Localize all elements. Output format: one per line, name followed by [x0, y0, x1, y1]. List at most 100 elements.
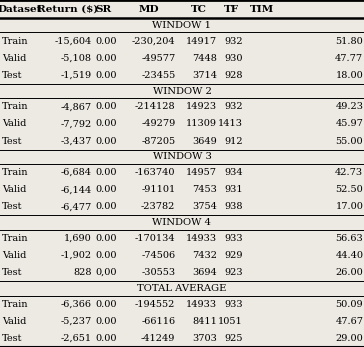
Text: -3,437: -3,437 — [60, 137, 92, 145]
Text: TF: TF — [223, 5, 239, 14]
Text: 3703: 3703 — [193, 334, 217, 343]
Text: 0.00: 0.00 — [96, 234, 117, 243]
Text: 3714: 3714 — [192, 71, 217, 80]
Text: -214128: -214128 — [135, 102, 175, 111]
Text: 0.00: 0.00 — [96, 185, 117, 194]
Text: 47.67: 47.67 — [335, 317, 363, 326]
Text: SR: SR — [96, 5, 112, 14]
Text: Valid: Valid — [2, 251, 26, 260]
Text: 931: 931 — [224, 185, 243, 194]
Text: 0.00: 0.00 — [96, 119, 117, 128]
Text: -7,792: -7,792 — [60, 119, 92, 128]
Text: 828: 828 — [73, 268, 92, 277]
Text: 50.09: 50.09 — [336, 300, 363, 309]
Text: Valid: Valid — [2, 54, 26, 63]
Text: Test: Test — [2, 202, 22, 211]
Text: -2,651: -2,651 — [60, 334, 92, 343]
Text: Train: Train — [2, 36, 28, 45]
Text: -6,684: -6,684 — [61, 168, 92, 177]
Text: 1,690: 1,690 — [64, 234, 92, 243]
Text: 14933: 14933 — [186, 300, 217, 309]
Text: -6,477: -6,477 — [60, 202, 92, 211]
Text: 7432: 7432 — [192, 251, 217, 260]
Text: 0.00: 0.00 — [96, 317, 117, 326]
Text: TIM: TIM — [250, 5, 274, 14]
Text: MD: MD — [139, 5, 159, 14]
Text: 44.40: 44.40 — [335, 251, 363, 260]
Text: 938: 938 — [224, 202, 243, 211]
Text: 912: 912 — [224, 137, 243, 145]
Text: 7453: 7453 — [193, 185, 217, 194]
Text: 45.97: 45.97 — [335, 119, 363, 128]
Text: 14933: 14933 — [186, 234, 217, 243]
Text: Valid: Valid — [2, 185, 26, 194]
Text: 14923: 14923 — [186, 102, 217, 111]
Text: -4,867: -4,867 — [60, 102, 92, 111]
Text: WINDOW 2: WINDOW 2 — [153, 86, 211, 95]
Text: -5,237: -5,237 — [60, 317, 92, 326]
Text: -6,144: -6,144 — [60, 185, 92, 194]
Text: Test: Test — [2, 71, 22, 80]
Text: 52.50: 52.50 — [336, 185, 363, 194]
Text: Train: Train — [2, 234, 28, 243]
Text: 26.00: 26.00 — [336, 268, 363, 277]
Text: -5,108: -5,108 — [61, 54, 92, 63]
Text: -194552: -194552 — [135, 300, 175, 309]
Text: 1051: 1051 — [218, 317, 243, 326]
Text: 7448: 7448 — [193, 54, 217, 63]
Text: 930: 930 — [224, 54, 243, 63]
Text: -15,604: -15,604 — [55, 36, 92, 45]
Text: Test: Test — [2, 268, 22, 277]
Text: Valid: Valid — [2, 119, 26, 128]
Text: 29.00: 29.00 — [336, 334, 363, 343]
Text: 929: 929 — [224, 251, 243, 260]
Text: -49577: -49577 — [141, 54, 175, 63]
Text: 0.00: 0.00 — [96, 168, 117, 177]
Text: 51.80: 51.80 — [336, 36, 363, 45]
Text: 11309: 11309 — [186, 119, 217, 128]
Text: -41249: -41249 — [141, 334, 175, 343]
Text: -91101: -91101 — [141, 185, 175, 194]
Text: 8411: 8411 — [193, 317, 217, 326]
Text: -30553: -30553 — [141, 268, 175, 277]
Text: 0.00: 0.00 — [96, 202, 117, 211]
Text: Dataset: Dataset — [0, 5, 42, 14]
Text: 0.00: 0.00 — [96, 36, 117, 45]
Text: TC: TC — [190, 5, 206, 14]
Text: -1,902: -1,902 — [60, 251, 92, 260]
Text: 0.00: 0.00 — [96, 300, 117, 309]
Text: -87205: -87205 — [141, 137, 175, 145]
Text: Train: Train — [2, 168, 28, 177]
Text: 925: 925 — [224, 334, 243, 343]
Text: 932: 932 — [224, 102, 243, 111]
Text: 3649: 3649 — [193, 137, 217, 145]
Text: 18.00: 18.00 — [336, 71, 363, 80]
Text: 1413: 1413 — [218, 119, 243, 128]
Text: 0.00: 0.00 — [96, 54, 117, 63]
Text: -163740: -163740 — [135, 168, 175, 177]
Text: -1,519: -1,519 — [60, 71, 92, 80]
Text: 0.00: 0.00 — [96, 71, 117, 80]
Text: WINDOW 1: WINDOW 1 — [153, 21, 211, 30]
Text: TOTAL AVERAGE: TOTAL AVERAGE — [137, 284, 227, 293]
Text: Test: Test — [2, 334, 22, 343]
Text: -74506: -74506 — [141, 251, 175, 260]
Text: 14957: 14957 — [186, 168, 217, 177]
Text: 923: 923 — [224, 268, 243, 277]
Text: 0.00: 0.00 — [96, 102, 117, 111]
Text: 0.00: 0.00 — [96, 334, 117, 343]
Text: -49279: -49279 — [141, 119, 175, 128]
Text: 0.00: 0.00 — [96, 137, 117, 145]
Text: 56.63: 56.63 — [336, 234, 363, 243]
Text: 49.23: 49.23 — [335, 102, 363, 111]
Text: 933: 933 — [224, 300, 243, 309]
Text: 42.73: 42.73 — [335, 168, 363, 177]
Text: 0.00: 0.00 — [96, 251, 117, 260]
Text: 0,00: 0,00 — [96, 268, 117, 277]
Text: Train: Train — [2, 102, 28, 111]
Text: 933: 933 — [224, 234, 243, 243]
Text: -23455: -23455 — [141, 71, 175, 80]
Text: Return ($): Return ($) — [37, 5, 98, 14]
Text: 3694: 3694 — [193, 268, 217, 277]
Text: 17.00: 17.00 — [335, 202, 363, 211]
